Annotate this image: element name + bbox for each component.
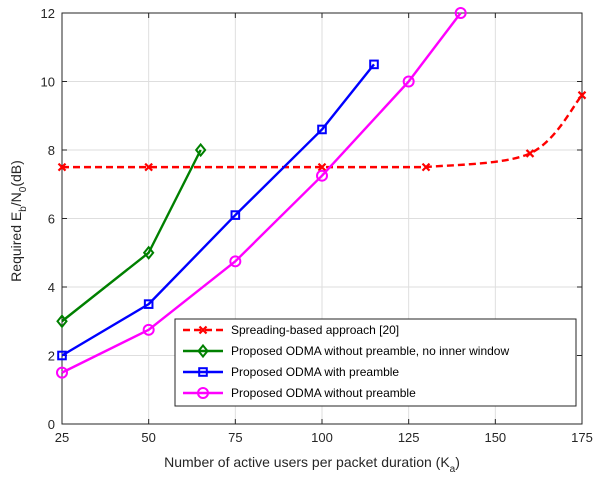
legend-label: Proposed ODMA with preamble bbox=[231, 365, 399, 379]
legend: Spreading-based approach [20] Proposed OD… bbox=[174, 318, 577, 407]
series-line bbox=[62, 94, 583, 169]
series-layer bbox=[56, 7, 587, 379]
data-point-circle bbox=[402, 75, 415, 88]
legend-item-4: Proposed ODMA without preamble bbox=[183, 386, 416, 400]
x-marker-stroke bbox=[144, 162, 153, 172]
series-4 bbox=[56, 7, 467, 379]
legend-item-1: Spreading-based approach [20] bbox=[183, 323, 399, 337]
data-point-square bbox=[198, 367, 208, 377]
series-line bbox=[61, 149, 202, 323]
data-point-x bbox=[577, 90, 587, 100]
x-tick-label: 75 bbox=[228, 430, 242, 445]
series-1 bbox=[57, 90, 587, 172]
x-marker-stroke bbox=[317, 162, 327, 172]
x-tick-label: 150 bbox=[484, 430, 506, 445]
x-tick-label: 25 bbox=[55, 430, 69, 445]
x-tick-label: 175 bbox=[571, 430, 593, 445]
y-tick-label: 12 bbox=[41, 6, 55, 21]
data-point-circle bbox=[197, 387, 209, 399]
legend-item-3: Proposed ODMA with preamble bbox=[183, 365, 399, 379]
series-line bbox=[61, 12, 462, 374]
data-point-circle bbox=[56, 366, 68, 379]
x-axis-label-tail: ) bbox=[455, 454, 460, 470]
y-tick-label: 8 bbox=[48, 143, 55, 158]
y-axis-label: Required Eb/N0(dB) bbox=[8, 160, 29, 282]
x-marker-stroke bbox=[198, 325, 208, 335]
data-point-x bbox=[421, 162, 431, 172]
y-tick-label: 6 bbox=[48, 212, 55, 227]
x-marker-stroke bbox=[525, 149, 535, 158]
data-point-circle bbox=[229, 255, 242, 268]
x-tick-label: 50 bbox=[141, 430, 155, 445]
legend-item-2: Proposed ODMA without preamble, no inner… bbox=[183, 343, 509, 359]
data-point-circle bbox=[454, 7, 467, 19]
y-axis-label-sub1: b bbox=[18, 206, 29, 212]
series-3 bbox=[57, 59, 379, 361]
data-point-x bbox=[198, 325, 208, 335]
x-marker-stroke bbox=[577, 90, 587, 100]
x-tick-label: 125 bbox=[398, 430, 420, 445]
data-point-x bbox=[317, 162, 327, 172]
data-point-x bbox=[525, 149, 535, 158]
y-tick-label: 10 bbox=[41, 75, 55, 90]
legend-box bbox=[174, 318, 577, 407]
data-point-diamond bbox=[197, 343, 209, 359]
y-tick-label: 4 bbox=[48, 280, 55, 295]
series-2 bbox=[56, 142, 207, 329]
series-line bbox=[61, 63, 375, 357]
y-axis-label-part1: Required E bbox=[8, 212, 24, 282]
x-axis-label-subscript: a bbox=[450, 464, 456, 475]
legend-label: Proposed ODMA without preamble bbox=[231, 386, 416, 400]
data-point-x bbox=[57, 162, 67, 172]
y-axis-label-part2: /N bbox=[8, 192, 24, 206]
data-point-diamond bbox=[56, 314, 68, 329]
data-point-circle bbox=[142, 323, 155, 336]
x-tick-label: 100 bbox=[311, 430, 333, 445]
data-point-square bbox=[143, 299, 154, 309]
data-point-circle bbox=[316, 169, 328, 182]
data-point-square bbox=[369, 59, 379, 70]
x-axis-label: Number of active users per packet durati… bbox=[164, 454, 460, 475]
legend-label: Spreading-based approach [20] bbox=[231, 323, 399, 337]
data-point-diamond bbox=[142, 245, 155, 260]
y-axis-label-sub2: 0 bbox=[18, 186, 29, 192]
y-tick-label: 2 bbox=[48, 349, 55, 364]
y-tick-label: 0 bbox=[48, 417, 55, 432]
data-point-square bbox=[57, 350, 67, 361]
x-marker-stroke bbox=[421, 162, 431, 172]
x-marker-stroke bbox=[57, 162, 67, 172]
data-point-square bbox=[317, 124, 327, 135]
y-axis-label-part3: (dB) bbox=[8, 160, 24, 186]
data-point-x bbox=[144, 162, 153, 172]
ticks: 25 50 75 100 125 150 175 0 2 4 6 8 10 12 bbox=[41, 6, 593, 445]
legend-label: Proposed ODMA without preamble, no inner… bbox=[231, 344, 509, 358]
x-axis-label-main: Number of active users per packet durati… bbox=[164, 454, 450, 470]
data-point-square bbox=[230, 210, 241, 220]
data-point-diamond bbox=[194, 142, 207, 158]
